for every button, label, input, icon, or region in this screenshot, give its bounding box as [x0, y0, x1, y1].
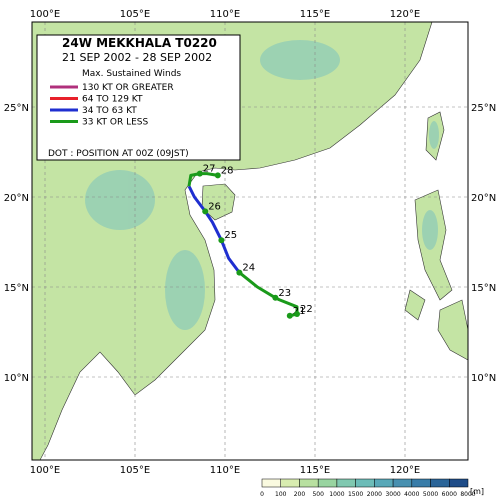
dot-note: DOT : POSITION AT 00Z (09JST)	[48, 149, 189, 159]
legend-heading: Max. Sustained Winds	[82, 69, 181, 79]
colorbar-tick: 100	[275, 491, 287, 498]
lon-label-top: 100°E	[30, 9, 60, 20]
colorbar-cell	[355, 478, 375, 488]
legend-label: 130 KT OR GREATER	[82, 83, 174, 93]
colorbar-cell	[317, 478, 338, 488]
legend-label: 64 TO 129 KT	[82, 95, 143, 105]
lat-label-right: 25°N	[471, 103, 496, 114]
lon-label-top: 120°E	[390, 9, 420, 20]
lat-label-right: 20°N	[471, 193, 496, 204]
colorbar-cell	[299, 478, 319, 488]
colorbar-tick: 4000	[404, 491, 419, 498]
lon-label-top: 105°E	[120, 9, 150, 20]
colorbar-cell	[430, 478, 450, 488]
day-label: 22	[300, 304, 313, 315]
colorbar-cell	[449, 478, 469, 488]
lon-label-top: 110°E	[210, 9, 240, 20]
colorbar-tick: 200	[294, 491, 306, 498]
title: 24W MEKKHALA T0220	[62, 36, 217, 50]
day-label: 21	[293, 306, 306, 317]
lat-label-left: 10°N	[4, 373, 29, 384]
lon-label-bottom: 110°E	[210, 465, 240, 476]
colorbar-cell	[392, 478, 413, 488]
position-dot	[294, 311, 300, 317]
colorbar-tick: 3000	[385, 491, 400, 498]
lat-label-left: 25°N	[4, 103, 29, 114]
colorbar-tick: 8000	[460, 491, 475, 498]
lat-label-right: 15°N	[471, 283, 496, 294]
colorbar-cell	[411, 478, 431, 488]
colorbar-tick: 6000	[442, 491, 457, 498]
lon-label-bottom: 115°E	[300, 465, 330, 476]
colorbar-tick: 1500	[348, 491, 363, 498]
colorbar-unit: [m]	[470, 487, 484, 496]
day-label: 24	[242, 263, 255, 274]
colorbar-tick: 500	[312, 491, 324, 498]
colorbar-tick: 2000	[367, 491, 382, 498]
position-dot	[286, 312, 293, 319]
day-label: 28	[221, 165, 234, 176]
day-label: 27	[203, 164, 216, 175]
track-segment	[187, 185, 241, 274]
position-dot	[272, 294, 279, 301]
lat-label-left: 20°N	[4, 193, 29, 204]
day-label: 23	[278, 288, 291, 299]
colorbar-cell	[374, 478, 394, 488]
lat-label-left: 15°N	[4, 283, 29, 294]
lon-label-bottom: 100°E	[30, 465, 60, 476]
lon-label-bottom: 120°E	[390, 465, 420, 476]
colorbar-tick: 1000	[329, 491, 344, 498]
legend-label: 33 KT OR LESS	[82, 118, 148, 128]
position-dot	[218, 237, 225, 244]
position-dot	[202, 208, 209, 215]
period: 21 SEP 2002 - 28 SEP 2002	[62, 51, 212, 64]
lon-label-bottom: 105°E	[120, 465, 150, 476]
position-dot	[214, 172, 221, 179]
frame	[31, 21, 469, 461]
lon-label-top: 115°E	[300, 9, 330, 20]
colorbar-tick: 5000	[423, 491, 438, 498]
colorbar-cell	[336, 478, 356, 488]
position-dot	[196, 170, 203, 177]
colorbar-tick: 0	[260, 491, 264, 498]
legend-label: 34 TO 63 KT	[82, 106, 137, 116]
colorbar-cell	[261, 478, 281, 488]
position-dot	[236, 269, 243, 276]
lat-label-right: 10°N	[471, 373, 496, 384]
colorbar-cell	[280, 478, 300, 488]
day-label: 25	[224, 230, 237, 241]
day-label: 26	[208, 201, 221, 212]
